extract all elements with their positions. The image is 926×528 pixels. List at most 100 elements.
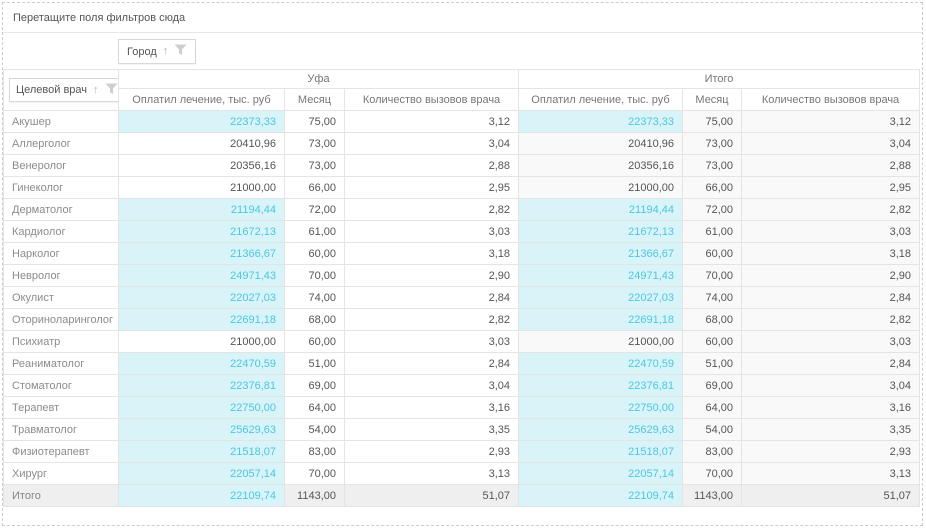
cell-ufa-month[interactable]: 73,00 — [284, 132, 345, 155]
cell-total-paid[interactable]: 22027,03 — [518, 286, 683, 309]
measure-header-month[interactable]: Месяц — [284, 88, 345, 111]
cell-total-paid[interactable]: 22470,59 — [518, 352, 683, 375]
cell-total-month[interactable]: 75,00 — [682, 110, 742, 133]
cell-ufa-paid[interactable]: 22470,59 — [118, 352, 285, 375]
cell-ufa-calls[interactable]: 3,13 — [344, 462, 519, 485]
cell-total-month[interactable]: 70,00 — [682, 264, 742, 287]
cell-total-month[interactable]: 70,00 — [682, 462, 742, 485]
cell-total-month[interactable]: 51,00 — [682, 352, 742, 375]
cell-ufa-calls[interactable]: 3,03 — [344, 220, 519, 243]
cell-ufa-month[interactable]: 54,00 — [284, 418, 345, 441]
cell-ufa-paid[interactable]: 24971,43 — [118, 264, 285, 287]
cell-ufa-month[interactable]: 70,00 — [284, 264, 345, 287]
cell-ufa-month[interactable]: 72,00 — [284, 198, 345, 221]
cell-ufa-month[interactable]: 74,00 — [284, 286, 345, 309]
row-header-cell[interactable]: Стоматолог — [3, 374, 119, 397]
cell-total-paid[interactable]: 21518,07 — [518, 440, 683, 463]
cell-total-calls[interactable]: 3,18 — [740, 242, 921, 265]
cell-ufa-paid[interactable]: 21000,00 — [118, 176, 285, 199]
cell-ufa-calls[interactable]: 3,35 — [344, 418, 519, 441]
cell-total-paid[interactable]: 22750,00 — [518, 396, 683, 419]
row-header-cell[interactable]: Хирург — [3, 462, 119, 485]
cell-total-calls[interactable]: 2,82 — [740, 198, 921, 221]
cell-total-paid[interactable]: 21194,44 — [518, 198, 683, 221]
measure-header-calls-total[interactable]: Количество вызовов врача — [740, 88, 921, 111]
cell-total-calls[interactable]: 3,16 — [740, 396, 921, 419]
cell-total-month[interactable]: 68,00 — [682, 308, 742, 331]
cell-ufa-month[interactable]: 83,00 — [284, 440, 345, 463]
cell-ufa-month[interactable]: 68,00 — [284, 308, 345, 331]
row-header-cell[interactable]: Дерматолог — [3, 198, 119, 221]
cell-total-paid[interactable]: 22376,81 — [518, 374, 683, 397]
cell-ufa-calls[interactable]: 2,95 — [344, 176, 519, 199]
cell-ufa-calls[interactable]: 3,18 — [344, 242, 519, 265]
cell-ufa-calls[interactable]: 3,03 — [344, 330, 519, 353]
cell-total-calls[interactable]: 3,03 — [740, 220, 921, 243]
row-header-cell[interactable]: Гинеколог — [3, 176, 119, 199]
filter-funnel-icon[interactable] — [174, 44, 187, 59]
cell-ufa-paid[interactable]: 22373,33 — [118, 110, 285, 133]
cell-total-paid[interactable]: 22691,18 — [518, 308, 683, 331]
cell-total-paid[interactable]: 25629,63 — [518, 418, 683, 441]
measure-header-paid-total[interactable]: Оплатил лечение, тыс. руб — [518, 88, 683, 111]
cell-total-calls[interactable]: 2,95 — [740, 176, 921, 199]
cell-total-month[interactable]: 83,00 — [682, 440, 742, 463]
cell-total-calls[interactable]: 2,84 — [740, 352, 921, 375]
row-header-cell[interactable]: Оториноларинголог — [3, 308, 119, 331]
cell-total-calls[interactable]: 2,82 — [740, 308, 921, 331]
sort-asc-icon[interactable]: ↑ — [93, 83, 99, 96]
cell-ufa-paid[interactable]: 20410,96 — [118, 132, 285, 155]
cell-ufa-calls[interactable]: 3,04 — [344, 132, 519, 155]
cell-total-month[interactable]: 60,00 — [682, 330, 742, 353]
cell-ufa-month[interactable]: 60,00 — [284, 242, 345, 265]
row-header-cell[interactable]: Окулист — [3, 286, 119, 309]
measure-header-month-total[interactable]: Месяц — [682, 88, 742, 111]
row-header-cell[interactable]: Травматолог — [3, 418, 119, 441]
cell-total-month[interactable]: 66,00 — [682, 176, 742, 199]
column-group-total[interactable]: Итого — [517, 69, 921, 89]
cell-ufa-calls[interactable]: 2,84 — [344, 352, 519, 375]
row-header-cell[interactable]: Реаниматолог — [3, 352, 119, 375]
cell-total-month[interactable]: 1143,00 — [682, 484, 742, 507]
column-group-ufa[interactable]: Уфа — [118, 69, 519, 89]
cell-total-paid[interactable]: 22057,14 — [518, 462, 683, 485]
cell-total-month[interactable]: 69,00 — [682, 374, 742, 397]
row-header-cell[interactable]: Акушер — [3, 110, 119, 133]
column-field-chip-city[interactable]: Город ↑ — [118, 39, 197, 64]
cell-ufa-paid[interactable]: 22750,00 — [118, 396, 285, 419]
cell-ufa-paid[interactable]: 22109,74 — [118, 484, 285, 507]
cell-total-calls[interactable]: 3,35 — [740, 418, 921, 441]
cell-ufa-month[interactable]: 69,00 — [284, 374, 345, 397]
measure-header-paid[interactable]: Оплатил лечение, тыс. руб — [118, 88, 285, 111]
cell-total-calls[interactable]: 2,84 — [740, 286, 921, 309]
cell-ufa-calls[interactable]: 3,12 — [344, 110, 519, 133]
filter-drop-zone[interactable]: Перетащите поля фильтров сюда — [3, 3, 922, 33]
cell-ufa-calls[interactable]: 3,04 — [344, 374, 519, 397]
row-header-cell[interactable]: Аллерголог — [3, 132, 119, 155]
measure-header-calls[interactable]: Количество вызовов врача — [344, 88, 519, 111]
cell-total-month[interactable]: 73,00 — [682, 132, 742, 155]
row-header-cell[interactable]: Нарколог — [3, 242, 119, 265]
cell-total-calls[interactable]: 3,03 — [740, 330, 921, 353]
cell-total-month[interactable]: 73,00 — [682, 154, 742, 177]
row-field-chip-target-doctor[interactable]: Целевой врач ↑ — [9, 78, 118, 102]
cell-ufa-paid[interactable]: 22376,81 — [118, 374, 285, 397]
row-header-cell[interactable]: Терапевт — [3, 396, 119, 419]
cell-ufa-calls[interactable]: 2,88 — [344, 154, 519, 177]
cell-ufa-month[interactable]: 61,00 — [284, 220, 345, 243]
cell-ufa-calls[interactable]: 2,82 — [344, 198, 519, 221]
cell-ufa-paid[interactable]: 21000,00 — [118, 330, 285, 353]
cell-ufa-month[interactable]: 73,00 — [284, 154, 345, 177]
cell-ufa-paid[interactable]: 21366,67 — [118, 242, 285, 265]
row-header-cell[interactable]: Венеролог — [3, 154, 119, 177]
cell-ufa-month[interactable]: 60,00 — [284, 330, 345, 353]
cell-ufa-paid[interactable]: 22057,14 — [118, 462, 285, 485]
cell-total-calls[interactable]: 2,88 — [740, 154, 921, 177]
cell-total-month[interactable]: 64,00 — [682, 396, 742, 419]
cell-total-calls[interactable]: 2,90 — [740, 264, 921, 287]
cell-total-month[interactable]: 74,00 — [682, 286, 742, 309]
cell-total-paid[interactable]: 20356,16 — [518, 154, 683, 177]
cell-ufa-paid[interactable]: 21518,07 — [118, 440, 285, 463]
cell-ufa-paid[interactable]: 25629,63 — [118, 418, 285, 441]
row-header-cell[interactable]: Психиатр — [3, 330, 119, 353]
